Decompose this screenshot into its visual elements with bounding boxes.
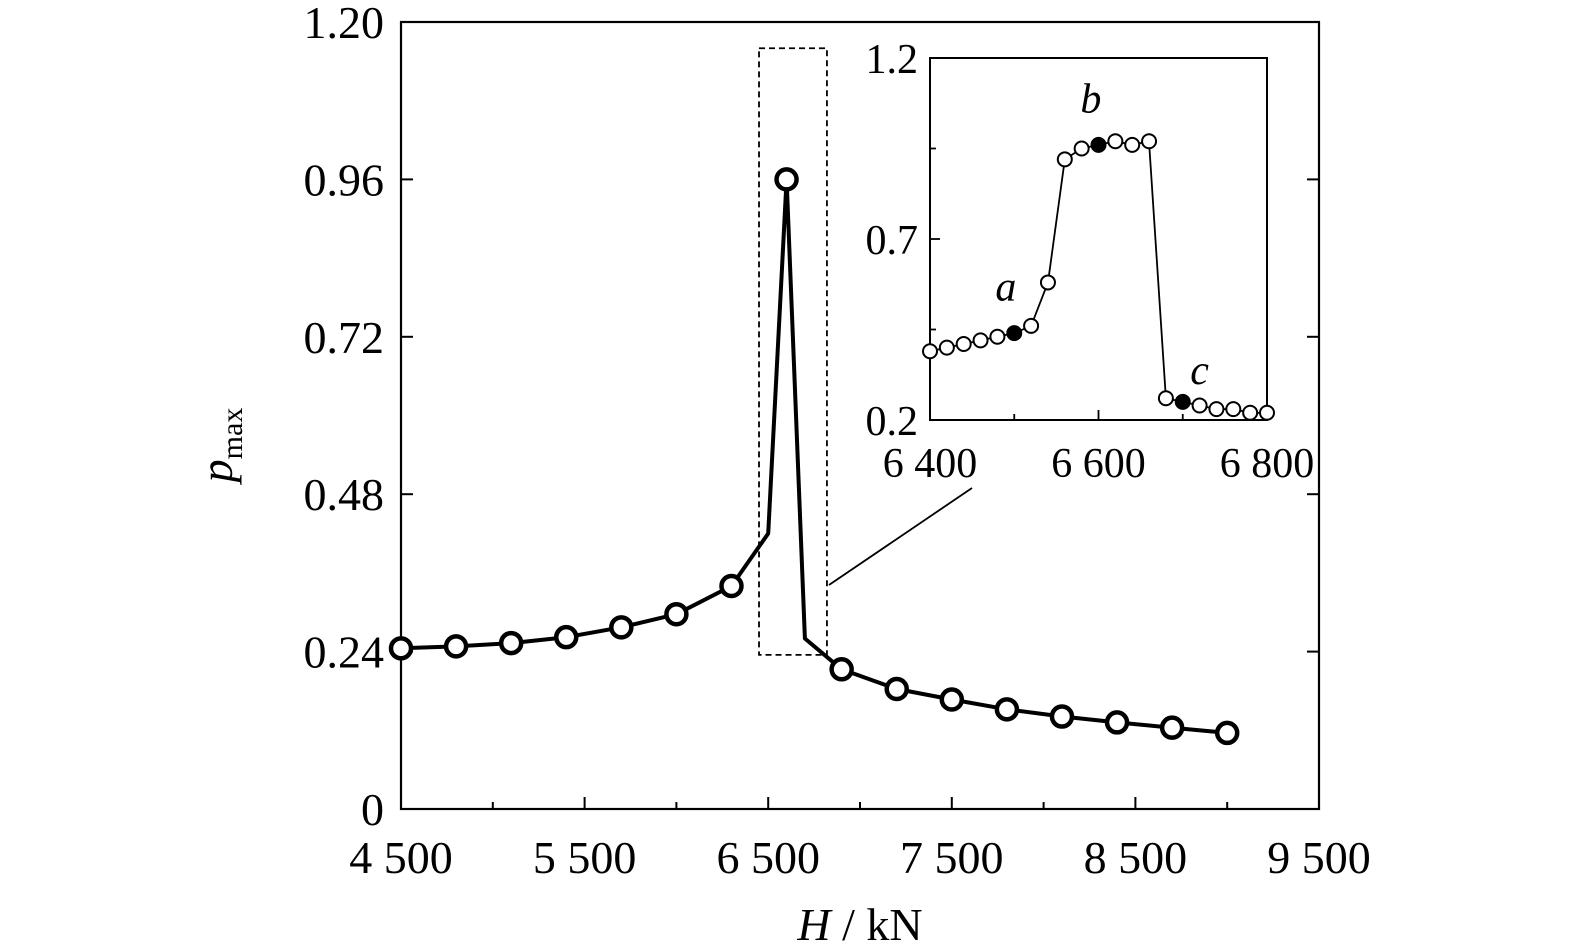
data-point (388, 636, 414, 661)
inset-x-tick-label: 6 400 (883, 441, 978, 487)
point-label-a: a (995, 265, 1016, 311)
x-tick-label: 8 500 (1084, 832, 1188, 883)
data-point (498, 630, 524, 656)
data-point (884, 676, 909, 702)
inset-data-point (1056, 151, 1073, 168)
inset-data-point (1242, 404, 1259, 421)
data-point (609, 615, 634, 640)
inset-y-tick-label: 0.7 (866, 218, 919, 264)
inset-data-point (1039, 274, 1056, 291)
x-tick-label: 5 500 (533, 832, 637, 883)
data-point (994, 697, 1020, 722)
inset-data-point (1124, 136, 1141, 153)
inset-data-point (938, 339, 955, 356)
inset-data-point (1259, 404, 1275, 421)
x-axis-sep: / (831, 899, 867, 949)
point-label-c: c (1190, 348, 1209, 394)
inset-data-point (1107, 133, 1124, 150)
data-point (774, 167, 799, 192)
x-axis-title: H / kN (796, 899, 922, 949)
x-tick-label: 4 500 (349, 832, 453, 883)
main-chart: 4 500 5 500 6 500 7 500 8 500 9 500 0 0.24 0.48 0… (191, 0, 1371, 949)
inset-data-point-highlight (1006, 325, 1023, 342)
data-point (1214, 720, 1240, 746)
x-tick-label: 9 500 (1267, 832, 1371, 883)
data-point (939, 687, 965, 712)
y-axis-title: pmax (191, 408, 249, 486)
inset-data-point (989, 328, 1006, 345)
inset-data-point (955, 335, 972, 352)
inset-frame (929, 57, 1268, 421)
data-point (664, 601, 689, 627)
inset-data-point-highlight (1174, 393, 1191, 410)
x-axis-var: H (796, 899, 833, 949)
point-label-b: b (1080, 76, 1101, 122)
inset-data-point (1023, 317, 1040, 334)
inset-data-point (1191, 397, 1208, 414)
inset-x-tick-label: 6 800 (1220, 441, 1315, 487)
inset-data-point (1225, 401, 1242, 418)
x-tick-label: 7 500 (900, 832, 1004, 883)
inset-data-point-highlight (1090, 136, 1107, 153)
y-tick-label: 0.96 (304, 154, 385, 205)
y-tick-label: 1.20 (304, 0, 385, 48)
data-point (1049, 704, 1075, 729)
inset-data-point (1073, 140, 1090, 157)
inset-chart: 6 400 6 600 6 800 0.2 0.7 1.2 a b c (866, 37, 1315, 487)
zoom-box (758, 47, 828, 656)
data-point (1159, 715, 1185, 740)
y-tick-label: 0.48 (304, 469, 385, 520)
data-point (1104, 710, 1130, 735)
inset-data-point (1208, 401, 1225, 418)
y-tick-label: 0.24 (304, 627, 385, 678)
x-tick-label: 6 500 (716, 832, 820, 883)
data-point (443, 634, 469, 659)
x-axis-unit: kN (866, 899, 922, 949)
inset-x-tick-label: 6 600 (1051, 441, 1146, 487)
zoom-connector-line (828, 487, 973, 586)
inset-data-point (972, 332, 989, 349)
data-point (553, 624, 579, 650)
inset-data-point (922, 343, 938, 360)
y-axis-subscript: max (216, 408, 249, 460)
inset-y-tick-label: 1.2 (866, 37, 919, 83)
inset-data-point (1141, 133, 1158, 150)
y-axis-var: p (191, 459, 242, 485)
data-point (719, 573, 744, 599)
inset-y-tick-label: 0.2 (866, 399, 919, 445)
y-tick-label: 0 (361, 784, 384, 835)
inset-data-point (1157, 390, 1174, 407)
zoom-connector (828, 487, 973, 586)
data-point (829, 657, 854, 682)
y-tick-label: 0.72 (304, 312, 385, 363)
